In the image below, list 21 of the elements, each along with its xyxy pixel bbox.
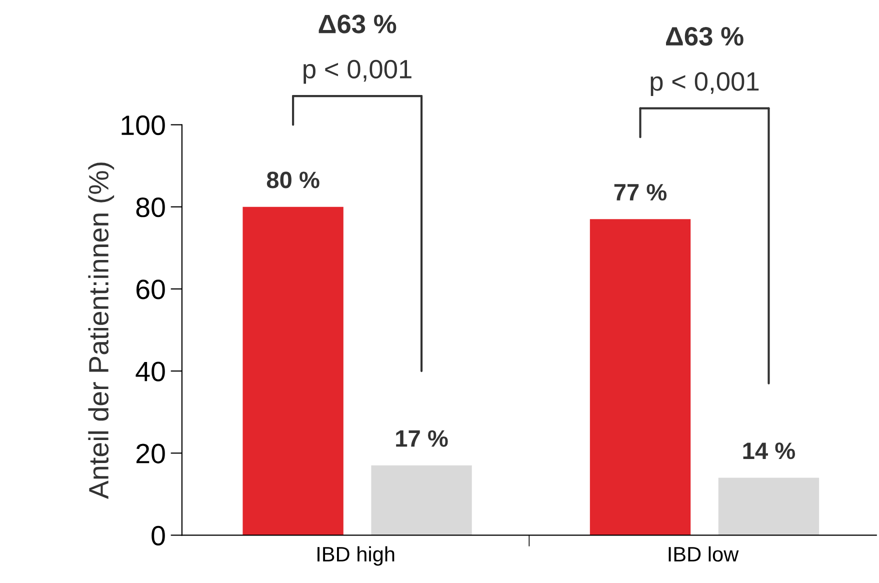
x-tick-label: IBD high: [318, 546, 394, 566]
text: p < 0,001: [650, 72, 759, 96]
data-label: 14 %: [743, 442, 796, 460]
data-label: 77 %: [614, 184, 667, 201]
y-tick-label: 0: [152, 526, 165, 546]
bar: [590, 219, 691, 536]
y-tick-label: 40: [136, 362, 165, 382]
y-tick-label: 80: [136, 198, 165, 218]
y-axis-title: Anteil der Patient:innen (%): [88, 162, 114, 499]
y-tick-label: 60: [136, 280, 165, 300]
data-label: 80 %: [266, 172, 320, 188]
text: Δ63 %: [318, 14, 396, 34]
x-tick-label: IBD low: [668, 546, 739, 562]
bar: [242, 206, 344, 536]
bar: [718, 478, 820, 536]
y-tick-label: 100: [122, 115, 165, 136]
bar: [371, 465, 472, 536]
data-label: 17 %: [396, 430, 448, 447]
text: Δ63 %: [666, 26, 744, 46]
y-tick-label: 20: [136, 444, 165, 464]
text: p < 0,001: [304, 60, 412, 84]
